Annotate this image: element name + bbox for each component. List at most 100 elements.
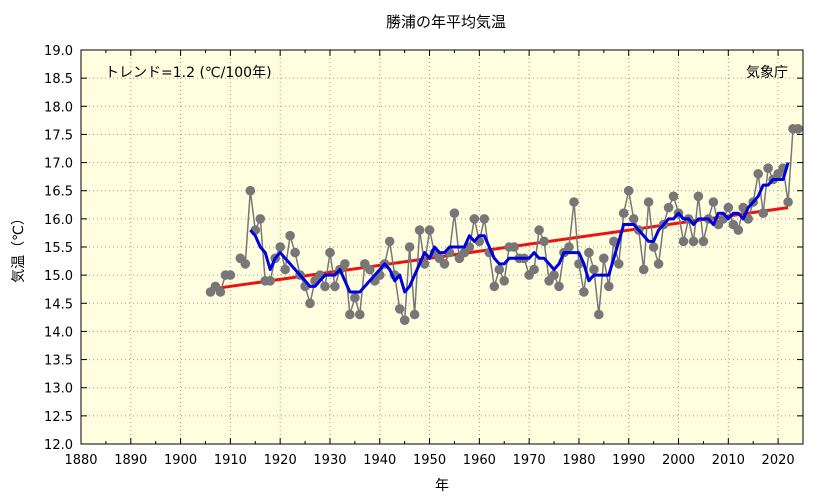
annual-point (678, 236, 689, 247)
annual-point (648, 242, 659, 252)
annual-point (414, 225, 425, 235)
annual-point (365, 264, 375, 275)
annual-point (255, 214, 266, 224)
annual-point (290, 247, 300, 258)
annual-point (280, 264, 291, 275)
x-tick-label: 1950 (413, 453, 446, 468)
x-axis: 1880 1890 1900 1910 1920 1930 1940 1950 1960 1970… (64, 50, 795, 468)
annual-point (355, 309, 365, 320)
annual-point (384, 236, 395, 247)
moving-average-line (249, 162, 790, 294)
annual-point (404, 242, 415, 252)
annual-point (753, 169, 763, 179)
annual-point (539, 236, 549, 247)
y-tick-label: 18.0 (44, 100, 73, 115)
source-label: 気象庁 (746, 65, 788, 81)
annual-point (589, 264, 599, 275)
annual-point (623, 185, 634, 196)
annual-point (793, 124, 803, 134)
annual-point (340, 259, 350, 269)
annual-point (638, 264, 649, 275)
x-tick-label: 1920 (264, 453, 297, 468)
x-tick-label: 1880 (64, 453, 97, 468)
y-tick-label: 15.5 (44, 241, 73, 256)
y-tick-label: 14.5 (44, 297, 73, 312)
annual-point (579, 287, 589, 297)
annual-point (394, 304, 405, 314)
y-tick-label: 15.0 (44, 269, 73, 284)
annual-point (628, 214, 639, 224)
annual-point (275, 242, 286, 252)
annual-point (489, 281, 500, 292)
trend-label: トレンド=1.2 (℃/100年) (105, 65, 272, 81)
x-tick-label: 2000 (662, 453, 695, 468)
annual-point (225, 270, 236, 280)
annual-point (783, 197, 793, 207)
x-tick-label: 1890 (114, 453, 147, 468)
x-tick-label: 1970 (513, 453, 546, 468)
x-tick-label: 2020 (762, 453, 795, 468)
annual-point (285, 230, 295, 241)
x-tick-label: 1980 (562, 453, 595, 468)
annual-point (758, 208, 768, 218)
x-tick-label: 1910 (214, 453, 247, 468)
annual-point (614, 259, 624, 269)
annual-point (564, 242, 574, 252)
annual-point (325, 247, 335, 258)
y-tick-label: 17.0 (44, 157, 73, 172)
chart-title: 勝浦の年平均気温 (386, 13, 506, 31)
annual-point (449, 208, 460, 218)
x-tick-label: 1930 (313, 453, 346, 468)
y-axis-label: 気温（℃） (11, 211, 27, 283)
annual-point (688, 236, 699, 247)
annual-point (594, 309, 604, 320)
annual-point (330, 281, 340, 292)
y-tick-label: 16.0 (44, 213, 73, 228)
x-tick-label: 1990 (612, 453, 645, 468)
plot-frame (80, 49, 804, 445)
x-tick-label: 1940 (363, 453, 396, 468)
annual-point (653, 259, 664, 269)
y-tick-label: 12.0 (44, 438, 73, 453)
annual-point (345, 309, 355, 320)
y-tick-label: 16.5 (44, 185, 73, 200)
annual-point (698, 236, 709, 247)
y-tick-label: 17.5 (44, 128, 73, 143)
annual-point (320, 281, 330, 292)
annual-point (584, 247, 594, 258)
annual-point (305, 298, 315, 309)
annual-point (240, 259, 251, 269)
annual-point (569, 197, 579, 207)
y-tick-label: 18.5 (44, 72, 73, 87)
annual-point (643, 197, 654, 207)
annual-point (708, 197, 719, 207)
annual-point (424, 225, 435, 235)
annual-point (723, 202, 734, 213)
annual-point (668, 191, 679, 202)
x-tick-label: 2010 (712, 453, 745, 468)
annual-point (399, 315, 410, 326)
annual-point (599, 253, 609, 264)
annual-point (499, 276, 510, 286)
annual-point (215, 287, 226, 297)
y-tick-label: 12.5 (44, 410, 73, 425)
annual-point (494, 264, 505, 275)
annual-point (763, 163, 773, 173)
annual-point (469, 214, 480, 224)
y-tick-label: 19.0 (44, 44, 73, 59)
annual-point (509, 242, 519, 252)
annual-point (733, 225, 744, 235)
x-axis-label: 年 (435, 478, 449, 494)
annual-point (350, 292, 360, 303)
annual-point (529, 264, 539, 275)
x-tick-label: 1900 (164, 453, 197, 468)
annual-point (549, 270, 559, 280)
annual-point (693, 191, 704, 202)
annual-point (409, 309, 420, 320)
y-tick-label: 14.0 (44, 325, 73, 340)
annual-point (265, 276, 276, 286)
annual-point (479, 214, 490, 224)
annual-point (534, 225, 544, 235)
annual-point (663, 202, 674, 213)
